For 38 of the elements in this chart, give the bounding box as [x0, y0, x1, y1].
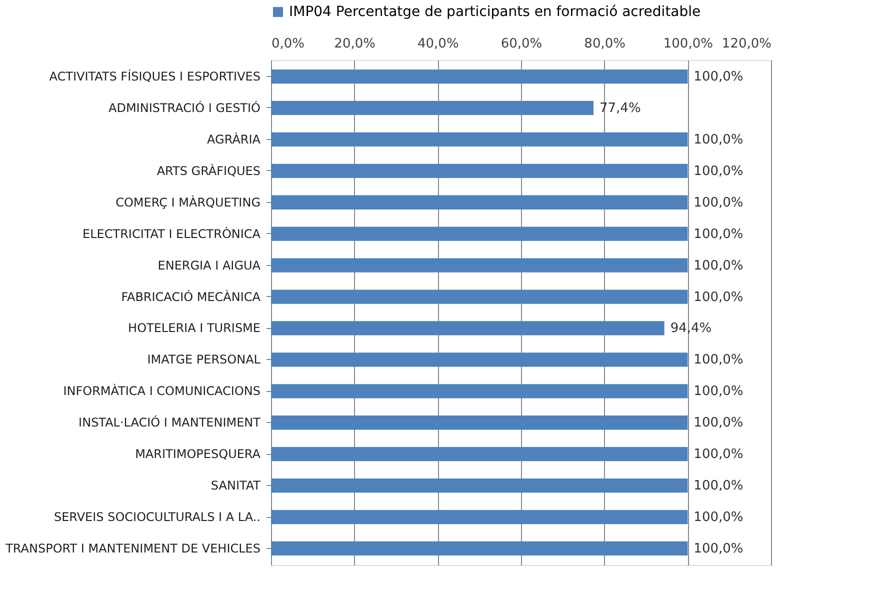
data-label: 100,0%: [694, 416, 744, 431]
data-label: 100,0%: [694, 510, 744, 526]
data-label: 100,0%: [694, 164, 744, 179]
y-tick-label: INSTAL·LACIÓ I MANTENIMENT: [78, 414, 262, 430]
y-tick-label: SERVEIS SOCIOCULTURALS I A LA..: [54, 510, 260, 524]
legend-label: IMP04 Percentatge de participants en formació acreditable: [289, 4, 701, 20]
y-tick-label: HOTELERIA I TURISME: [128, 321, 260, 336]
data-label: 100,0%: [694, 195, 744, 210]
y-tick-label: IMATGE PERSONAL: [147, 352, 261, 367]
x-tick-label: 80,0%: [584, 36, 626, 52]
y-tick-label: ENERGIA I AIGUA: [158, 258, 262, 272]
x-tick-label: 40,0%: [418, 36, 459, 52]
x-tick-label: 60,0%: [500, 36, 542, 52]
y-tick-label: SANITAT: [210, 478, 262, 493]
y-tick-label: MARITIMOPESQUERA: [135, 447, 262, 462]
y-tick-label: ACTIVITATS FÍSIQUES I ESPORTIVES: [49, 68, 260, 84]
data-label: 100,0%: [694, 226, 744, 242]
data-label: 100,0%: [694, 70, 744, 85]
data-label: 100,0%: [694, 352, 744, 368]
data-label: 100,0%: [694, 132, 744, 148]
y-tick-label: ADMINISTRACIÓ I GESTIÓ: [108, 100, 260, 115]
x-tick-label: 100,0%: [663, 36, 713, 52]
y-tick-label: AGRÀRIA: [207, 131, 262, 146]
x-tick-label: 120,0%: [722, 36, 772, 52]
data-label: 100,0%: [694, 541, 744, 556]
x-tick-label: 20,0%: [334, 36, 376, 52]
data-label: 100,0%: [694, 258, 744, 274]
x-tick-label: 0,0%: [272, 36, 305, 52]
data-label: 100,0%: [694, 478, 744, 494]
y-tick-label: INFORMÀTICA I COMUNICACIONS: [63, 383, 260, 398]
data-label: 100,0%: [694, 290, 744, 305]
y-tick-label: ARTS GRÀFIQUES: [156, 162, 260, 178]
y-tick-label: TRANSPORT I MANTENIMENT DE VEHICLES: [4, 541, 260, 556]
data-label: 100,0%: [694, 447, 744, 462]
y-tick-label: ELECTRICITAT I ELECTRÒNICA: [82, 226, 262, 241]
y-tick-label: FABRICACIÓ MECÀNICA: [121, 288, 262, 304]
y-tick-label: COMERÇ I MÀRQUETING: [116, 194, 260, 210]
data-label: 100,0%: [694, 384, 744, 400]
